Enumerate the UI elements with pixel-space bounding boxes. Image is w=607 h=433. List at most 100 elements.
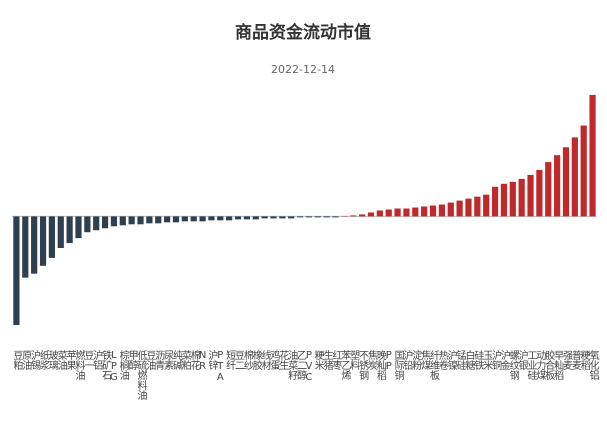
x-tick-label: 沪铅 xyxy=(401,349,413,371)
x-tick-label: 白糖 xyxy=(463,349,475,371)
x-tick-label: 玻璃 xyxy=(46,349,58,371)
x-tick-label: NR xyxy=(197,350,208,372)
bar xyxy=(394,208,401,217)
bar xyxy=(243,216,250,220)
bar xyxy=(137,216,144,225)
x-tick-label: 短纤 xyxy=(224,349,236,371)
bar xyxy=(270,216,277,219)
bar xyxy=(518,178,525,217)
x-tick-label: 豆二 xyxy=(233,350,245,370)
x-tick-label: 早籼稻 xyxy=(552,350,564,381)
x-tick-label: 沪锡 xyxy=(29,349,41,371)
bar xyxy=(226,216,233,221)
bar xyxy=(376,210,383,217)
x-tick-label: 线材 xyxy=(259,349,271,370)
x-tick-label: 沥青 xyxy=(153,350,165,371)
x-tick-label: 塑料 xyxy=(348,350,360,371)
x-tick-label: 甲醇 xyxy=(126,350,138,371)
x-tick-label: 苹果 xyxy=(64,349,76,371)
bar xyxy=(48,216,55,258)
x-tick-label: 豆粕 xyxy=(11,350,23,371)
x-tick-label: 鸡蛋 xyxy=(268,349,280,371)
x-tick-label: 红枣 xyxy=(330,349,342,371)
bar xyxy=(403,208,410,217)
bar xyxy=(367,212,375,217)
x-tick-label: 热卷 xyxy=(436,349,448,370)
bar xyxy=(155,216,162,224)
bar xyxy=(536,169,543,217)
bar xyxy=(314,216,321,218)
x-tick-label: 动力煤 xyxy=(534,350,546,381)
bar xyxy=(438,204,445,217)
bar xyxy=(483,194,490,217)
x-tick-label: 纯碱 xyxy=(170,349,182,371)
x-tick-label: 棉花 xyxy=(188,349,200,370)
x-tick-label: 粳米 xyxy=(312,349,324,371)
chart-subtitle: 2022-12-14 xyxy=(271,63,335,76)
x-tick-label: 沪金 xyxy=(498,349,510,370)
bar xyxy=(128,216,135,225)
bar xyxy=(146,216,153,224)
x-tick-label: PVC xyxy=(303,350,314,383)
x-tick-label: 乙二醇 xyxy=(295,350,307,381)
bar xyxy=(332,216,339,218)
bar xyxy=(385,209,392,217)
x-tick-label: 豆油 xyxy=(144,350,156,370)
x-tick-label: 工业硅 xyxy=(525,350,537,380)
x-tick-label: 沪镍 xyxy=(445,349,457,371)
bar xyxy=(208,216,215,221)
x-tick-label: 螺纹钢 xyxy=(507,350,519,381)
bar xyxy=(84,216,91,233)
x-tick-label: 低硫燃料油 xyxy=(135,349,147,400)
x-tick-label: 棕榈油 xyxy=(117,349,129,380)
bar xyxy=(323,216,330,218)
x-tick-label: 菜粕 xyxy=(179,350,191,371)
x-tick-label: 沪铜 xyxy=(490,349,502,371)
x-tick-label: 不锈钢 xyxy=(357,350,369,381)
x-tick-label: 棉纱 xyxy=(241,349,253,370)
bar xyxy=(13,216,20,326)
bar xyxy=(252,216,259,220)
bar xyxy=(571,137,578,217)
x-tick-label: PTA xyxy=(215,350,226,383)
bar xyxy=(545,162,552,217)
bar xyxy=(421,206,428,217)
bar xyxy=(261,216,268,219)
x-tick-label: 胶合板 xyxy=(543,349,555,381)
bar xyxy=(217,216,224,221)
x-tick-label: 尿素 xyxy=(162,350,174,370)
x-tick-label: 生猪 xyxy=(321,349,333,371)
x-tick-label: 晚籼稻 xyxy=(374,350,386,381)
x-tick-label: 焦煤 xyxy=(419,349,431,371)
x-tick-label: 沪铝 xyxy=(91,349,103,371)
bar xyxy=(75,216,82,239)
bar xyxy=(190,216,197,222)
bar xyxy=(172,216,180,223)
x-tick-label: 豆一 xyxy=(82,350,94,370)
bar xyxy=(110,216,118,227)
x-tick-label: 花生 xyxy=(277,349,289,370)
bar xyxy=(412,207,419,217)
bar xyxy=(359,214,366,217)
bar xyxy=(554,155,561,217)
bar xyxy=(39,216,47,266)
x-tick-label: 硅铁 xyxy=(472,349,484,371)
bar xyxy=(491,186,499,217)
x-tick-label: 锰硅 xyxy=(454,349,466,370)
bar xyxy=(31,216,38,274)
x-tick-label: 焦炭 xyxy=(365,349,377,371)
bar xyxy=(465,198,472,217)
bar xyxy=(199,216,206,222)
bar xyxy=(500,183,508,217)
x-tick-label: 纤维板 xyxy=(428,349,440,381)
bar xyxy=(589,94,596,217)
bar xyxy=(22,216,29,278)
x-tick-label: 粳稻 xyxy=(578,349,590,371)
x-tick-label: 沪锌 xyxy=(206,349,218,371)
bar xyxy=(305,216,313,218)
bar xyxy=(456,200,463,217)
x-tick-label: 橡胶 xyxy=(250,349,262,371)
bar xyxy=(341,215,348,217)
bar xyxy=(527,174,534,217)
